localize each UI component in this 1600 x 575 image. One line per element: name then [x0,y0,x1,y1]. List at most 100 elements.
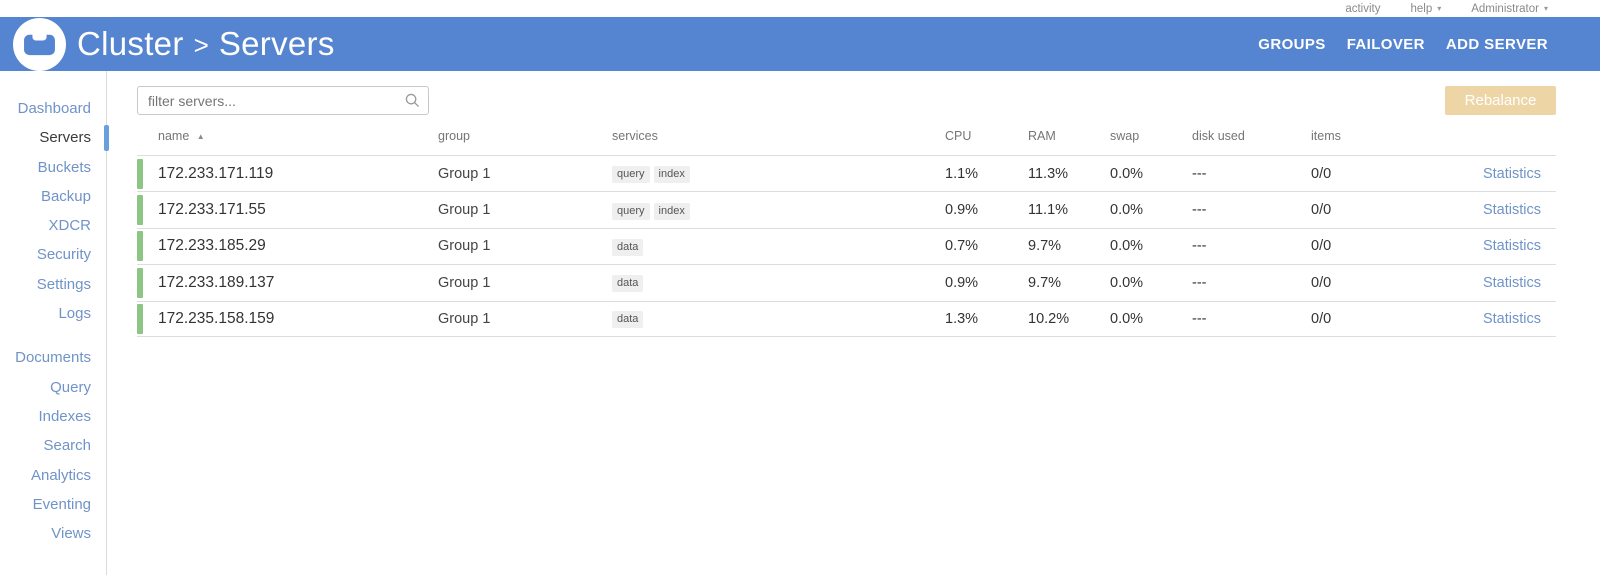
cpu-value: 0.7% [945,238,979,255]
table-row: 172.233.171.119 Group 1 query index 1.1% … [137,155,1556,191]
sidebar-item-backup[interactable]: Backup [40,187,91,205]
statistics-link[interactable]: Statistics [1482,202,1541,219]
add-server-button[interactable]: ADD SERVER [1445,35,1548,53]
table-row: 172.233.171.55 Group 1 query index 0.9% 1… [137,191,1556,227]
service-badge: data [612,238,644,256]
service-badge: data [612,275,644,293]
table-header: name ▲ group services CPU RAM swap disk … [137,115,1556,155]
server-name[interactable]: 172.233.189.137 [158,273,275,291]
sidebar-item-xdcr[interactable]: XDCR [48,217,91,235]
groups-button[interactable]: GROUPS [1258,35,1326,53]
app-header: Cluster > Servers GROUPS FAILOVER ADD SE… [0,17,1600,71]
sidebar-item-views[interactable]: Views [51,525,91,543]
chevron-down-icon: ▾ [1543,3,1548,13]
ram-value: 9.7% [1028,274,1062,291]
items-value: 0/0 [1311,310,1332,327]
server-group: Group 1 [438,274,491,291]
table-row: 172.235.158.159 Group 1 data 1.3% 10.2% … [137,300,1556,337]
status-healthy-bar [137,195,143,226]
sidebar-item-documents[interactable]: Documents [15,349,91,367]
breadcrumb-root: Cluster [77,25,184,62]
cpu-value: 1.1% [945,165,979,182]
disk-used-value: --- [1192,238,1207,255]
swap-value: 0.0% [1110,165,1144,182]
search-icon [405,93,420,108]
server-name[interactable]: 172.233.171.55 [158,201,266,219]
col-group: group [438,129,470,143]
header-actions: GROUPS FAILOVER ADD SERVER [1258,36,1548,53]
col-swap: swap [1110,129,1140,143]
disk-used-value: --- [1192,310,1207,327]
sidebar-item-settings[interactable]: Settings [36,275,91,293]
sidebar: Dashboard Servers Buckets Backup XDCR Se… [0,71,109,575]
swap-value: 0.0% [1110,274,1144,291]
statistics-link[interactable]: Statistics [1482,274,1541,291]
help-menu[interactable]: help ▾ [1410,3,1441,15]
statistics-link[interactable]: Statistics [1482,165,1541,182]
failover-button[interactable]: FAILOVER [1346,35,1425,53]
server-services: data [612,237,945,256]
service-badge: index [653,202,690,220]
sidebar-item-label: Servers [39,129,91,147]
service-badge: query [612,166,650,184]
items-value: 0/0 [1311,274,1332,291]
cpu-value: 0.9% [945,202,979,219]
server-group: Group 1 [438,202,491,219]
help-label: help [1410,2,1433,15]
couchbase-logo-icon [13,17,66,71]
user-menu[interactable]: Administrator ▾ [1471,3,1548,15]
activity-link[interactable]: activity [1345,3,1380,15]
server-name[interactable]: 172.233.171.119 [158,164,274,182]
server-group: Group 1 [438,238,491,255]
swap-value: 0.0% [1110,238,1144,255]
swap-value: 0.0% [1110,202,1144,219]
service-badge: data [612,311,644,329]
sidebar-item-security[interactable]: Security [36,246,91,264]
sidebar-item-dashboard[interactable]: Dashboard [17,100,91,117]
col-disk-used: disk used [1192,129,1245,143]
server-name[interactable]: 172.235.158.159 [158,309,275,327]
col-services: services [612,129,658,143]
rebalance-button[interactable]: Rebalance [1445,86,1556,115]
statistics-link[interactable]: Statistics [1482,238,1541,255]
col-ram: RAM [1028,129,1056,143]
table-row: 172.233.189.137 Group 1 data 0.9% 9.7% 0… [137,264,1556,300]
col-cpu: CPU [945,129,972,143]
sidebar-item-logs[interactable]: Logs [58,305,91,323]
disk-used-value: --- [1192,274,1207,291]
ram-value: 11.3% [1028,165,1069,182]
col-name-label: name [158,129,190,143]
col-items: items [1311,129,1341,143]
cpu-value: 0.9% [945,274,979,291]
filter-servers-input[interactable] [137,86,429,115]
sidebar-item-search[interactable]: Search [43,437,91,455]
ram-value: 11.1% [1028,202,1069,219]
cpu-value: 1.3% [945,310,979,327]
sidebar-item-indexes[interactable]: Indexes [38,407,91,425]
server-name[interactable]: 172.233.185.29 [158,237,266,255]
page-title: Servers [218,25,335,62]
sidebar-item-servers[interactable]: Servers [0,123,109,152]
status-healthy-bar [137,158,143,189]
sidebar-item-eventing[interactable]: Eventing [32,495,91,513]
status-healthy-bar [137,231,143,262]
disk-used-value: --- [1192,165,1207,182]
service-badge: index [653,166,690,184]
activity-label: activity [1345,2,1381,15]
items-value: 0/0 [1311,165,1332,182]
server-services: data [612,273,945,293]
sidebar-item-buckets[interactable]: Buckets [37,158,91,176]
col-name[interactable]: name ▲ [158,129,438,143]
breadcrumb: Cluster > Servers [77,25,335,63]
items-value: 0/0 [1311,238,1332,255]
active-indicator [104,125,109,152]
disk-used-value: --- [1192,202,1207,219]
ram-value: 10.2% [1028,310,1070,327]
server-services: query index [612,201,945,220]
sidebar-item-query[interactable]: Query [50,378,91,396]
server-group: Group 1 [438,165,491,182]
server-group: Group 1 [438,310,491,327]
user-label: Administrator [1471,2,1539,15]
statistics-link[interactable]: Statistics [1482,310,1541,327]
sidebar-item-analytics[interactable]: Analytics [30,466,91,484]
